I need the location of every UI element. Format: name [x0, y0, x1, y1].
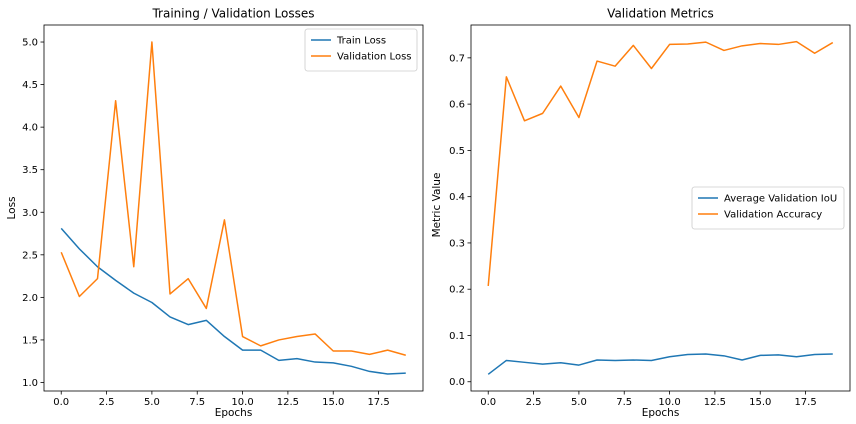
loss-x-tick-label: 12.5	[277, 397, 299, 408]
metrics-x-tick-label: 15.0	[749, 397, 771, 408]
metrics-series-line-1	[487, 353, 833, 375]
loss-chart-title: Training / Validation Losses	[151, 7, 314, 21]
metrics-y-tick-label: 0.0	[449, 377, 465, 388]
loss-y-tick-label: 2.5	[22, 250, 38, 261]
loss-y-tick-label: 3.0	[22, 208, 38, 219]
metrics-x-tick-label: 17.5	[794, 397, 816, 408]
metrics-legend: Average Validation IoU Validation Accurac…	[691, 186, 845, 230]
loss-x-tick-label: 15.0	[322, 397, 344, 408]
loss-chart: Training / Validation Losses 0.0 2.5 5.0 7.…	[6, 7, 424, 419]
loss-series-line-1	[60, 227, 406, 375]
metrics-y-tick-label: 0.3	[449, 238, 465, 249]
loss-y-tick-label: 4.0	[22, 123, 38, 134]
metrics-x-tick-label: 10.0	[658, 397, 680, 408]
metrics-y-axis-label: Metric Value	[431, 173, 443, 238]
loss-x-axis-label: Epochs	[215, 407, 253, 419]
metrics-y-tick-label: 0.1	[449, 331, 465, 342]
loss-y-tick-label: 1.5	[22, 335, 38, 346]
metrics-x-tick-label: 7.5	[616, 397, 632, 408]
loss-x-tick-label: 0.0	[53, 397, 69, 408]
loss-axes-frame	[43, 24, 424, 392]
loss-x-tick-label: 2.5	[99, 397, 115, 408]
loss-y-tick-label: 3.5	[22, 165, 38, 176]
metrics-y-tick-label: 0.4	[449, 192, 465, 203]
loss-legend-label: Train Loss	[336, 36, 386, 47]
loss-x-tick-label: 17.5	[367, 397, 389, 408]
metrics-plot-area: 0.0 2.5 5.0 7.5 10.0 12.5 15.0 17.5 0.0 0.1 0.2 0.3…	[449, 24, 851, 408]
metrics-chart-title: Validation Metrics	[607, 7, 714, 21]
loss-y-tick-label: 1.0	[22, 378, 38, 389]
metrics-series-line-2	[487, 40, 834, 287]
metrics-x-tick-label: 2.5	[526, 397, 542, 408]
metrics-y-tick-label: 0.5	[449, 146, 465, 157]
metrics-x-tick-label: 12.5	[704, 397, 726, 408]
metrics-axes-frame	[470, 24, 851, 392]
metrics-y-tick-label: 0.2	[449, 285, 465, 296]
loss-x-tick-label: 10.0	[231, 397, 253, 408]
loss-y-axis-label: Loss	[6, 196, 18, 219]
metrics-y-tick-label: 0.7	[449, 53, 465, 64]
loss-plot-area: 0.0 2.5 5.0 7.5 10.0 12.5 15.0 17.5 1.0 1.5 2.0 2.5…	[22, 24, 424, 408]
metrics-x-tick-label: 0.0	[480, 397, 496, 408]
loss-y-tick-label: 2.0	[22, 293, 38, 304]
loss-legend: Train Loss Validation Loss	[304, 28, 418, 72]
metrics-y-tick-label: 0.6	[449, 100, 465, 111]
loss-x-tick-label: 5.0	[144, 397, 160, 408]
loss-series-line-2	[60, 41, 406, 356]
metrics-legend-label: Average Validation IoU	[724, 194, 837, 205]
metrics-legend-box	[691, 186, 845, 230]
metrics-legend-label: Validation Accuracy	[724, 210, 822, 221]
metrics-chart: Validation Metrics 0.0 2.5 5.0 7.5 10.0 12.5 1…	[431, 7, 851, 419]
loss-y-tick-label: 4.5	[22, 80, 38, 91]
loss-y-tick-label: 5.0	[22, 38, 38, 49]
metrics-x-axis-label: Epochs	[642, 407, 680, 419]
loss-legend-box	[304, 28, 418, 72]
metrics-x-tick-label: 5.0	[571, 397, 587, 408]
loss-x-tick-label: 7.5	[189, 397, 205, 408]
loss-legend-label: Validation Loss	[337, 52, 412, 63]
